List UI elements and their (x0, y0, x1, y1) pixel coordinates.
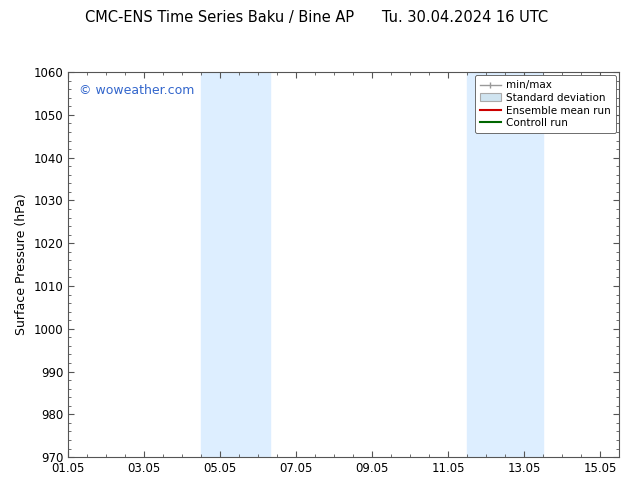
Bar (201, 72, 269, 457)
Bar (467, 72, 543, 457)
Text: © woweather.com: © woweather.com (79, 84, 195, 97)
Y-axis label: Surface Pressure (hPa): Surface Pressure (hPa) (15, 194, 28, 336)
Legend: min/max, Standard deviation, Ensemble mean run, Controll run: min/max, Standard deviation, Ensemble me… (475, 75, 616, 133)
Text: CMC-ENS Time Series Baku / Bine AP      Tu. 30.04.2024 16 UTC: CMC-ENS Time Series Baku / Bine AP Tu. 3… (86, 10, 548, 25)
